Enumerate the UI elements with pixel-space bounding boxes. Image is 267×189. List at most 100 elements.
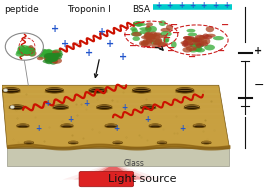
Text: +: +	[36, 124, 42, 133]
Ellipse shape	[195, 46, 202, 52]
Ellipse shape	[196, 43, 202, 48]
Ellipse shape	[202, 141, 211, 144]
Text: −: −	[167, 43, 175, 53]
Ellipse shape	[197, 41, 205, 45]
Ellipse shape	[195, 35, 204, 40]
Ellipse shape	[205, 38, 210, 44]
Ellipse shape	[150, 32, 157, 38]
Ellipse shape	[24, 141, 34, 144]
Text: −: −	[172, 27, 180, 37]
Polygon shape	[81, 166, 145, 180]
Ellipse shape	[131, 32, 142, 36]
Text: +: +	[106, 39, 114, 49]
Ellipse shape	[140, 107, 156, 110]
Ellipse shape	[131, 91, 151, 93]
Ellipse shape	[144, 32, 153, 38]
Text: +: +	[121, 103, 127, 112]
Ellipse shape	[151, 33, 162, 40]
Ellipse shape	[22, 50, 31, 55]
Ellipse shape	[52, 107, 69, 110]
Polygon shape	[63, 166, 163, 180]
Ellipse shape	[186, 37, 192, 40]
Ellipse shape	[192, 38, 202, 42]
Ellipse shape	[97, 105, 112, 109]
Ellipse shape	[195, 38, 200, 45]
Ellipse shape	[22, 48, 32, 55]
Ellipse shape	[51, 58, 62, 64]
Text: +: +	[98, 27, 107, 37]
Ellipse shape	[183, 36, 192, 40]
Text: −: −	[137, 18, 145, 28]
Ellipse shape	[204, 45, 215, 50]
Ellipse shape	[139, 40, 149, 46]
Ellipse shape	[46, 58, 56, 62]
Ellipse shape	[153, 32, 162, 36]
Ellipse shape	[140, 105, 156, 109]
FancyBboxPatch shape	[79, 171, 134, 187]
Text: −: −	[123, 29, 132, 39]
Ellipse shape	[38, 50, 45, 57]
Ellipse shape	[37, 57, 44, 60]
Ellipse shape	[28, 52, 35, 56]
Text: +: +	[212, 1, 218, 10]
Ellipse shape	[132, 88, 150, 93]
Ellipse shape	[37, 49, 48, 55]
Ellipse shape	[49, 58, 57, 65]
Ellipse shape	[146, 22, 153, 26]
Ellipse shape	[52, 54, 62, 60]
Ellipse shape	[155, 39, 162, 45]
Ellipse shape	[35, 53, 44, 57]
Ellipse shape	[96, 107, 113, 110]
Ellipse shape	[166, 25, 173, 31]
Ellipse shape	[184, 105, 199, 109]
Circle shape	[5, 33, 44, 60]
Ellipse shape	[30, 48, 36, 52]
Ellipse shape	[104, 126, 118, 128]
Ellipse shape	[157, 141, 167, 144]
Ellipse shape	[147, 36, 155, 41]
Ellipse shape	[194, 42, 201, 46]
Ellipse shape	[141, 36, 149, 39]
Ellipse shape	[52, 54, 59, 60]
Polygon shape	[2, 85, 229, 147]
Text: +: +	[189, 1, 195, 10]
Text: +: +	[166, 1, 172, 10]
Text: −: −	[163, 33, 171, 43]
Ellipse shape	[24, 143, 34, 144]
Ellipse shape	[53, 53, 61, 58]
Ellipse shape	[48, 57, 57, 62]
Text: −: −	[129, 41, 137, 51]
Ellipse shape	[19, 49, 27, 54]
Text: +: +	[61, 39, 69, 49]
Ellipse shape	[175, 91, 195, 93]
Ellipse shape	[9, 105, 25, 109]
Ellipse shape	[146, 38, 153, 44]
Ellipse shape	[202, 35, 213, 39]
Ellipse shape	[186, 46, 197, 51]
Polygon shape	[89, 166, 137, 180]
Ellipse shape	[151, 43, 160, 48]
Text: +: +	[120, 52, 128, 62]
Ellipse shape	[52, 57, 58, 61]
Ellipse shape	[45, 53, 56, 59]
Ellipse shape	[184, 37, 194, 43]
Ellipse shape	[160, 31, 172, 37]
Ellipse shape	[43, 52, 50, 57]
Ellipse shape	[145, 26, 152, 32]
Ellipse shape	[150, 39, 162, 45]
Ellipse shape	[47, 53, 57, 58]
Ellipse shape	[182, 43, 188, 47]
Ellipse shape	[61, 124, 73, 128]
Ellipse shape	[69, 141, 78, 144]
Ellipse shape	[28, 50, 37, 57]
Circle shape	[3, 89, 8, 92]
Text: Light source: Light source	[108, 174, 176, 184]
Ellipse shape	[45, 57, 50, 61]
Ellipse shape	[163, 37, 169, 43]
Text: Glass: Glass	[124, 159, 145, 168]
Ellipse shape	[47, 50, 57, 55]
Text: +: +	[224, 1, 230, 10]
Ellipse shape	[17, 46, 25, 52]
Ellipse shape	[139, 30, 150, 34]
Ellipse shape	[53, 105, 68, 109]
